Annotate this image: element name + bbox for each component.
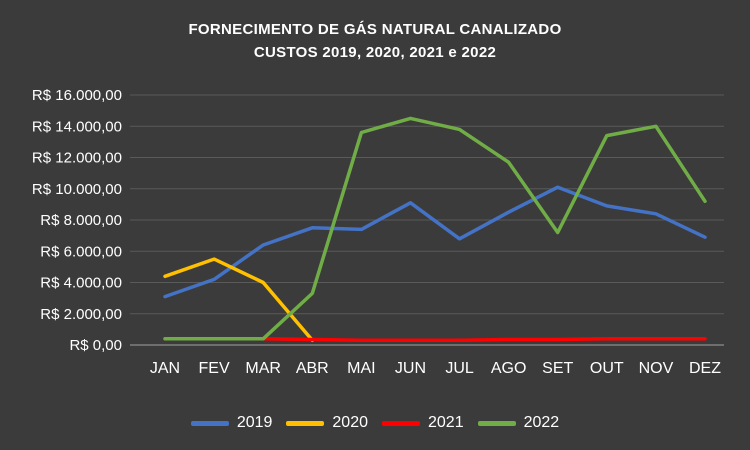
legend-item-2022: 2022 — [477, 414, 560, 432]
legend-swatch-2021 — [382, 420, 420, 426]
y-tick-label: R$ 4.000,00 — [40, 275, 122, 292]
x-tick-label: DEZ — [689, 360, 721, 377]
x-tick-label: JUN — [395, 360, 426, 377]
legend-label-2021: 2021 — [428, 414, 464, 431]
x-tick-label: NOV — [639, 360, 674, 377]
x-tick-label: MAI — [347, 360, 375, 377]
legend: 2019 2020 2021 2022 — [0, 414, 750, 432]
y-tick-label: R$ 12.000,00 — [32, 150, 122, 167]
legend-label-2019: 2019 — [236, 414, 273, 431]
legend-swatch-2022 — [477, 420, 516, 426]
x-tick-label: FEV — [199, 360, 230, 377]
series-line-2020 — [163, 257, 315, 343]
y-tick-label: R$ 14.000,00 — [32, 118, 122, 135]
x-tick-label: SET — [542, 360, 573, 377]
legend-item-2020: 2020 — [286, 414, 368, 432]
x-tick-label: ABR — [296, 360, 329, 377]
y-tick-label: R$ 16.000,00 — [32, 87, 122, 104]
series-line-2019 — [163, 185, 707, 299]
chart-title: FORNECIMENTO DE GÁS NATURAL CANALIZADO C… — [0, 18, 750, 65]
legend-label-2020: 2020 — [332, 414, 368, 431]
legend-item-2021: 2021 — [382, 414, 464, 432]
x-tick-label: JUL — [445, 360, 474, 377]
y-tick-label: R$ 2.000,00 — [40, 306, 122, 323]
legend-swatch-2020 — [286, 420, 325, 426]
y-tick-label: R$ 10.000,00 — [32, 181, 122, 198]
chart-title-line1: FORNECIMENTO DE GÁS NATURAL CANALIZADO — [188, 21, 562, 38]
x-tick-label: MAR — [245, 360, 281, 377]
x-tick-label: JAN — [150, 360, 180, 377]
legend-swatch-2019 — [190, 420, 229, 426]
y-tick-label: R$ 0,00 — [69, 337, 122, 354]
legend-item-2019: 2019 — [190, 414, 273, 432]
chart-title-line2: CUSTOS 2019, 2020, 2021 e 2022 — [253, 44, 497, 62]
y-tick-label: R$ 8.000,00 — [40, 212, 122, 229]
x-tick-label: AGO — [491, 360, 527, 377]
y-tick-label: R$ 6.000,00 — [40, 243, 122, 260]
legend-label-2022: 2022 — [523, 414, 560, 431]
series-line-2022 — [163, 116, 707, 341]
x-tick-label: OUT — [590, 360, 624, 377]
